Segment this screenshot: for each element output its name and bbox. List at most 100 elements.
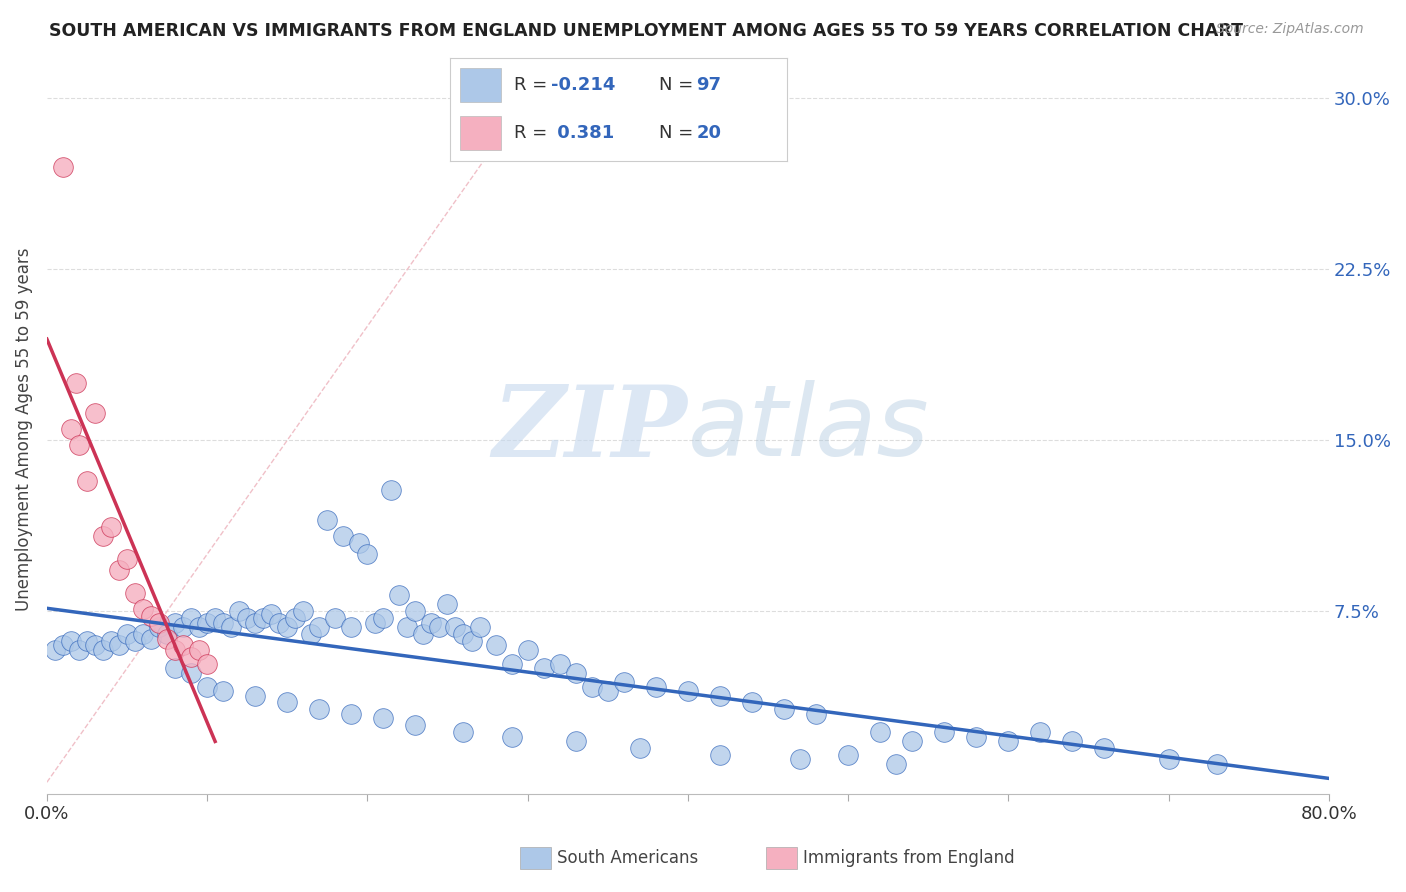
Point <box>108 563 131 577</box>
Point <box>284 611 307 625</box>
Point <box>965 730 987 744</box>
Point <box>1029 725 1052 739</box>
Text: R =: R = <box>515 76 553 95</box>
Text: South Americans: South Americans <box>557 849 697 867</box>
Point <box>308 620 330 634</box>
Point <box>148 615 170 630</box>
Point <box>180 649 202 664</box>
FancyBboxPatch shape <box>460 69 501 102</box>
Point <box>349 536 371 550</box>
Point <box>180 665 202 680</box>
Point <box>869 725 891 739</box>
Point <box>373 711 395 725</box>
Point <box>444 620 467 634</box>
Point <box>212 684 235 698</box>
Point <box>340 620 363 634</box>
Point <box>115 551 138 566</box>
Point <box>533 661 555 675</box>
Point <box>460 634 482 648</box>
Point <box>516 643 538 657</box>
Point <box>1094 741 1116 756</box>
Point <box>124 586 146 600</box>
Point <box>115 627 138 641</box>
Point <box>789 752 811 766</box>
Point <box>172 639 194 653</box>
Point <box>228 604 250 618</box>
Point <box>676 684 699 698</box>
Point <box>1062 734 1084 748</box>
Point <box>436 598 458 612</box>
Point <box>132 627 155 641</box>
Point <box>180 611 202 625</box>
Point <box>548 657 571 671</box>
Point <box>172 620 194 634</box>
Point <box>124 634 146 648</box>
Point <box>219 620 242 634</box>
Point <box>59 634 82 648</box>
Point <box>453 627 475 641</box>
Point <box>380 483 402 498</box>
Point <box>108 639 131 653</box>
Point <box>564 734 586 748</box>
Point <box>1157 752 1180 766</box>
Point <box>997 734 1019 748</box>
Point <box>76 475 98 489</box>
Point <box>1205 757 1227 772</box>
Text: SOUTH AMERICAN VS IMMIGRANTS FROM ENGLAND UNEMPLOYMENT AMONG AGES 55 TO 59 YEARS: SOUTH AMERICAN VS IMMIGRANTS FROM ENGLAN… <box>49 22 1243 40</box>
Point <box>934 725 956 739</box>
Point <box>52 160 75 174</box>
Point <box>76 634 98 648</box>
Point <box>139 632 162 646</box>
Point <box>67 643 90 657</box>
Text: Immigrants from England: Immigrants from England <box>803 849 1015 867</box>
Point <box>429 620 451 634</box>
Point <box>188 643 211 657</box>
Point <box>67 438 90 452</box>
Point <box>276 620 298 634</box>
Point <box>84 639 107 653</box>
Point <box>299 627 322 641</box>
Point <box>581 680 603 694</box>
Point <box>709 689 731 703</box>
Text: 20: 20 <box>696 124 721 143</box>
Text: atlas: atlas <box>688 380 929 477</box>
Point <box>804 706 827 721</box>
Point <box>501 730 523 744</box>
Text: 97: 97 <box>696 76 721 95</box>
Text: R =: R = <box>515 124 553 143</box>
Point <box>245 689 267 703</box>
Point <box>412 627 434 641</box>
Point <box>628 741 651 756</box>
Point <box>596 684 619 698</box>
Point <box>156 627 179 641</box>
Point <box>501 657 523 671</box>
Point <box>308 702 330 716</box>
Point <box>741 696 763 710</box>
Point <box>245 615 267 630</box>
Point <box>91 643 114 657</box>
Point <box>156 632 179 646</box>
Point <box>276 696 298 710</box>
Point <box>188 620 211 634</box>
Point <box>332 529 354 543</box>
Point <box>773 702 796 716</box>
Point <box>65 376 87 391</box>
Point <box>84 406 107 420</box>
Point <box>613 675 636 690</box>
Point <box>252 611 274 625</box>
Point <box>453 725 475 739</box>
Text: -0.214: -0.214 <box>551 76 616 95</box>
Point <box>901 734 924 748</box>
Text: Source: ZipAtlas.com: Source: ZipAtlas.com <box>1216 22 1364 37</box>
Text: 0.381: 0.381 <box>551 124 614 143</box>
Text: N =: N = <box>659 76 699 95</box>
Point <box>212 615 235 630</box>
Point <box>91 529 114 543</box>
Point <box>165 643 187 657</box>
Point <box>468 620 491 634</box>
Point <box>52 639 75 653</box>
Point <box>236 611 259 625</box>
Point <box>396 620 419 634</box>
Point <box>404 718 426 732</box>
Point <box>195 657 218 671</box>
